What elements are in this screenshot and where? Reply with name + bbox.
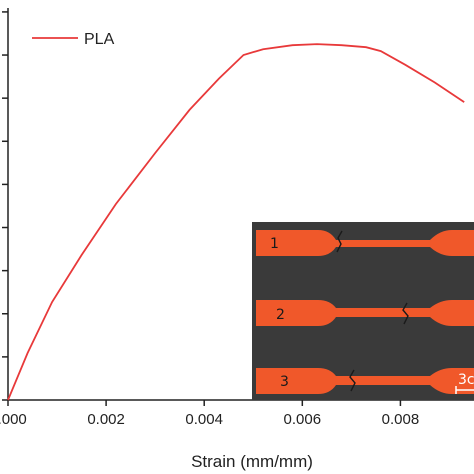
specimen-body-3 [256,368,474,394]
specimen-1: 1 [256,230,474,256]
x-axis-title: Strain (mm/mm) [191,452,313,471]
y-ticks [2,11,8,401]
x-tick-label: 0.002 [87,411,125,428]
x-tick-label: 0.006 [284,411,322,428]
specimen-label-3: 3 [280,374,289,390]
x-ticks: 0.000 0.002 0.004 0.006 0.008 [0,400,419,428]
series-line-pla [7,43,465,401]
legend: PLA [32,31,115,48]
scale-bar-label: 3c [458,372,474,388]
plot-area: 0.000 0.002 0.004 0.006 0.008 [0,8,474,428]
legend-label-pla: PLA [84,31,115,48]
specimen-2: 2 [256,300,474,326]
specimen-body-2 [256,300,474,326]
fracture-line-1 [336,230,343,253]
fracture-line-2 [402,302,409,325]
x-tick-label: 0.000 [0,411,27,428]
specimen-3: 3 [256,368,474,394]
specimen-label-2: 2 [276,307,285,323]
inset-photo: 1 2 3 3c [252,222,474,400]
x-tick-label: 0.008 [382,411,420,428]
fracture-line-3 [349,369,356,392]
scale-bar: 3c [455,372,474,394]
specimen-label-1: 1 [270,236,279,252]
x-tick-label: 0.004 [185,411,223,428]
specimen-body-1 [256,230,474,256]
